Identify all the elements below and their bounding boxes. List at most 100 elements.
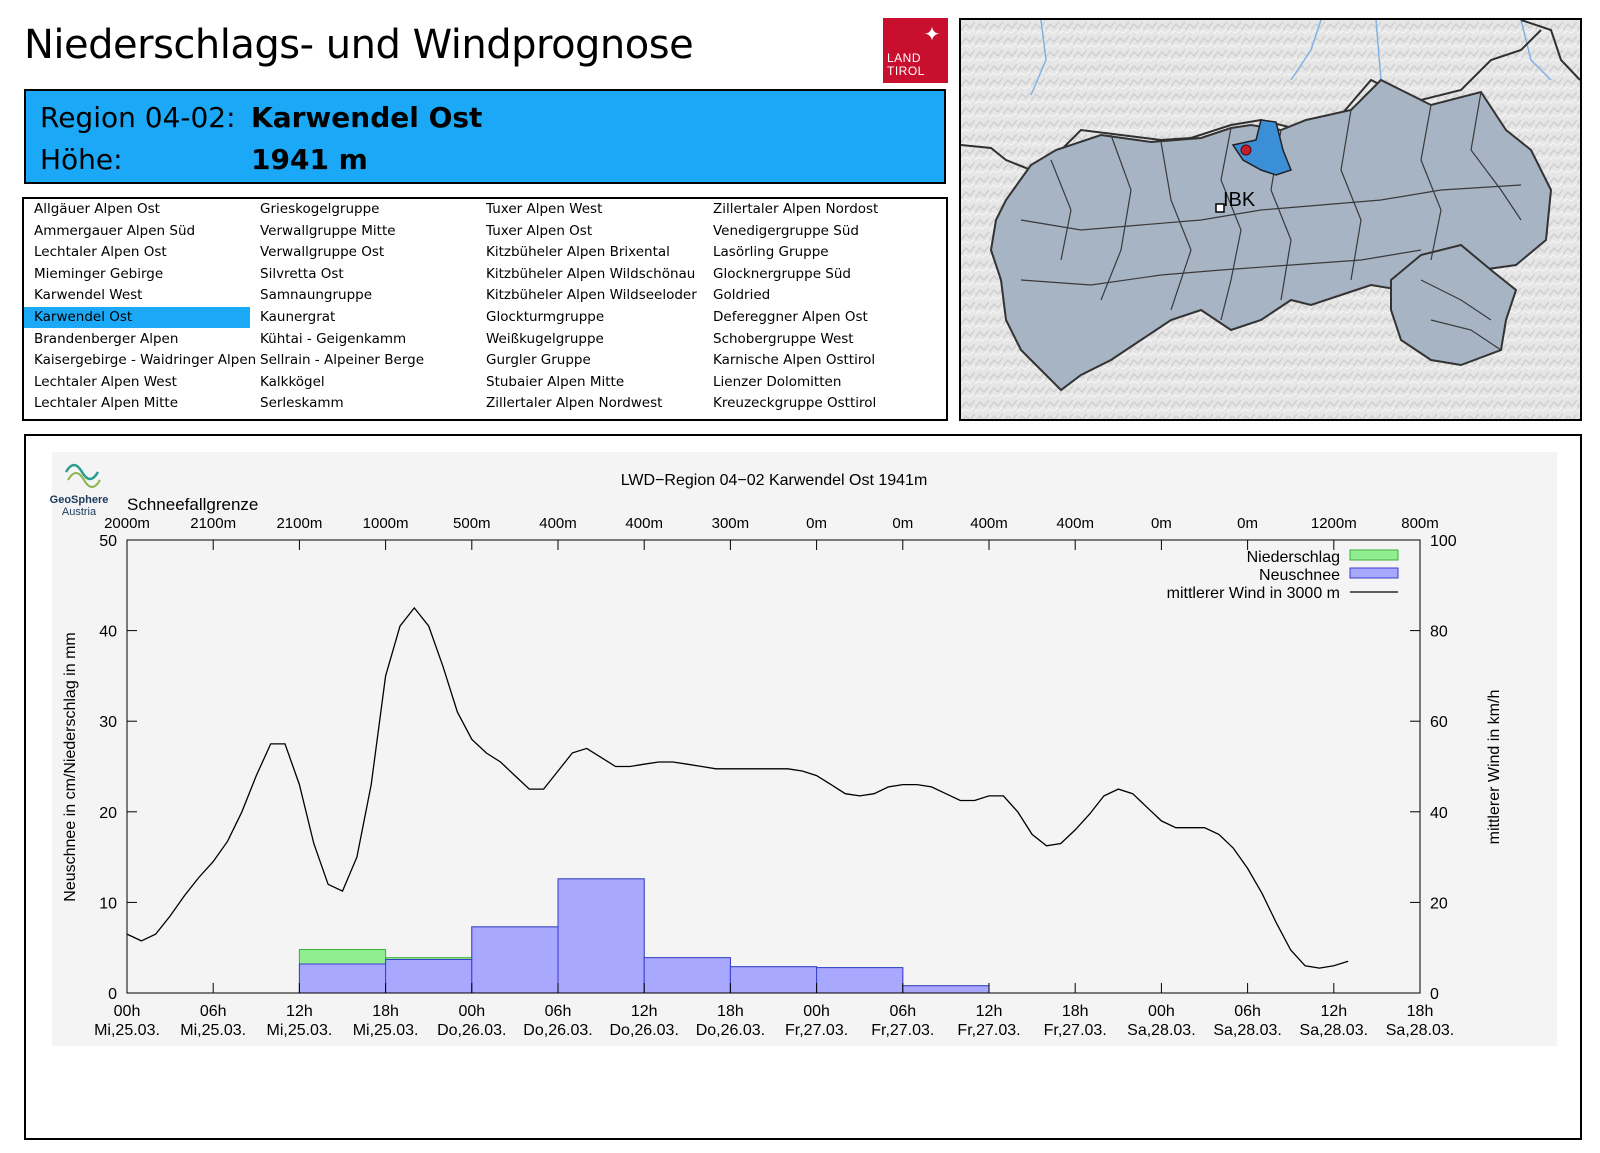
snowline-value: 0m <box>1151 515 1172 532</box>
region-list-item[interactable]: Serleskamm <box>260 395 344 412</box>
y-tick-label: 20 <box>99 805 117 822</box>
region-list-item[interactable]: Karwendel West <box>34 287 143 304</box>
region-borders <box>1020 91 1522 351</box>
x-tick-label-date: Fr,27.03. <box>871 1022 934 1039</box>
neuschnee-bar <box>902 985 990 994</box>
neuschnee-bar <box>816 967 904 994</box>
x-tick-label-time: 00h <box>114 1003 141 1020</box>
region-list-item[interactable]: Lechtaler Alpen Mitte <box>34 395 179 412</box>
region-list-item[interactable]: Sellrain - Alpeiner Berge <box>260 352 425 369</box>
region-list-item[interactable]: Zillertaler Alpen Nordost <box>713 201 879 217</box>
region-list-item[interactable]: Grieskogelgruppe <box>260 201 380 217</box>
snowline-value: 1200m <box>1311 515 1357 532</box>
y-tick-label: 50 <box>99 533 117 550</box>
y2-tick-label: 20 <box>1430 895 1448 912</box>
y-axis-ticks: 0 10 20 30 40 50 0 20 40 60 80 100 <box>99 533 1457 1003</box>
region-list-item[interactable]: Tuxer Alpen Ost <box>486 222 593 239</box>
region-list-item[interactable]: Kreuzeckgruppe Osttirol <box>713 395 877 412</box>
x-tick-label-date: Fr,27.03. <box>1044 1022 1107 1039</box>
region-list-item[interactable]: Kühtai - Geigenkamm <box>260 330 407 347</box>
region-list-item[interactable]: Verwallgruppe Mitte <box>260 222 396 239</box>
region-list-item[interactable]: Mieminger Gebirge <box>34 265 164 282</box>
x-tick-label-time: 00h <box>1148 1003 1175 1020</box>
neuschnee-bar <box>298 963 387 994</box>
x-tick-label-date: Sa,28.03. <box>1127 1022 1196 1039</box>
bar-series <box>298 878 990 994</box>
neuschnee-bar <box>729 966 818 994</box>
region-list-item[interactable]: Glocknergruppe Süd <box>713 265 851 282</box>
region-list-item[interactable]: Allgäuer Alpen Ost <box>34 201 160 217</box>
region-list-item[interactable]: Glockturmgruppe <box>486 309 605 325</box>
region-list-item[interactable]: Venedigergruppe Süd <box>713 222 859 239</box>
x-tick-label-date: Sa,28.03. <box>1300 1022 1369 1039</box>
snowline-value: 2000m <box>104 515 150 532</box>
x-tick-label-time: 00h <box>803 1003 830 1020</box>
region-list-item[interactable]: Lasörling Gruppe <box>713 244 829 261</box>
y-tick-label: 30 <box>99 714 117 731</box>
y-tick-label: 0 <box>108 986 117 1003</box>
region-list-item[interactable]: Kaunergrat <box>260 309 336 325</box>
region-list-item[interactable]: Karwendel Ost <box>24 307 250 328</box>
x-tick-label-date: Fr,27.03. <box>957 1022 1020 1039</box>
region-list-item[interactable]: Lienzer Dolomitten <box>713 373 842 390</box>
geosphere-logo: GeoSphere Austria <box>50 463 108 518</box>
legend-label-neuschnee: Neuschnee <box>1259 567 1340 584</box>
x-tick-label-time: 12h <box>631 1003 658 1020</box>
region-list-item[interactable]: Ammergauer Alpen Süd <box>34 222 196 239</box>
region-name: Karwendel Ost <box>251 101 483 134</box>
legend-label-wind: mittlerer Wind in 3000 m <box>1167 585 1340 602</box>
x-tick-label-time: 18h <box>1407 1003 1434 1020</box>
x-tick-label-time: 06h <box>1234 1003 1261 1020</box>
x-tick-label-time: 12h <box>1320 1003 1347 1020</box>
region-list-item[interactable]: Tuxer Alpen West <box>486 201 603 217</box>
region-list-item[interactable]: Goldried <box>713 287 771 304</box>
region-list-item[interactable]: Gurgler Gruppe <box>486 352 591 369</box>
region-list-item[interactable]: Lechtaler Alpen Ost <box>34 244 167 261</box>
x-tick-label-date: Sa,28.03. <box>1386 1022 1455 1039</box>
tirol-map-svg: IBK <box>961 20 1580 419</box>
region-list-item[interactable]: Karnische Alpen Osttirol <box>713 352 876 369</box>
x-tick-label-date: Do,26.03. <box>610 1022 679 1039</box>
innsbruck-marker <box>1215 203 1225 213</box>
chart-panel: GeoSphere Austria LWD−Region 04−02 Karwe… <box>24 434 1582 1140</box>
snowline-value: 1000m <box>363 515 409 532</box>
region-list-item[interactable]: Zillertaler Alpen Nordwest <box>486 395 663 412</box>
y2-axis-label: mittlerer Wind in km/h <box>1486 690 1503 845</box>
y2-tick-label: 100 <box>1430 533 1457 550</box>
region-list-item[interactable]: Kitzbüheler Alpen Wildschönau <box>486 265 696 282</box>
snowline-value: 800m <box>1401 515 1439 532</box>
y2-tick-label: 60 <box>1430 714 1448 731</box>
region-list-item[interactable]: Verwallgruppe Ost <box>260 244 385 261</box>
region-list-item[interactable]: Lechtaler Alpen West <box>34 373 177 390</box>
region-list-item[interactable]: Kitzbüheler Alpen Wildseeloder <box>486 287 697 304</box>
plot-frame <box>126 539 1421 994</box>
snowline-value: 400m <box>1056 515 1094 532</box>
x-tick-label-time: 18h <box>372 1003 399 1020</box>
x-axis-ticks: 00h Mi,25.03. 06h Mi,25.03. 12h Mi,25.03. 18h M… <box>94 540 1454 1039</box>
geosphere-icon-wave <box>67 472 101 488</box>
region-list-item[interactable]: Silvretta Ost <box>260 265 344 282</box>
region-list-item[interactable]: Samnaungruppe <box>260 287 373 304</box>
neuschnee-bar <box>385 958 473 994</box>
region-list-item[interactable]: Stubaier Alpen Mitte <box>486 373 625 390</box>
region-map[interactable]: IBK <box>959 18 1582 421</box>
region-list-item[interactable]: Kitzbüheler Alpen Brixental <box>486 244 670 261</box>
region-list-item[interactable]: Kaisergebirge - Waidringer Alpen <box>34 352 257 369</box>
x-tick-label-date: Mi,25.03. <box>266 1022 332 1039</box>
legend-label-niederschlag: Niederschlag <box>1247 549 1340 566</box>
region-list-item[interactable]: Defereggner Alpen Ost <box>713 309 868 325</box>
selected-region-karwendel-ost[interactable] <box>1231 119 1292 176</box>
region-list-item[interactable]: Brandenberger Alpen <box>34 330 179 347</box>
region-list-item[interactable]: Kalkkögel <box>260 373 325 390</box>
x-tick-label-date: Do,26.03. <box>696 1022 765 1039</box>
region-list-item[interactable]: Weißkugelgruppe <box>486 330 604 347</box>
snowline-value: 0m <box>806 515 827 532</box>
logo-text-land: LAND <box>887 51 922 65</box>
x-tick-label-time: 18h <box>717 1003 744 1020</box>
snowline-value: 300m <box>712 515 750 532</box>
region-label: Region 04-02: <box>40 101 236 134</box>
y-tick-label: 10 <box>99 895 117 912</box>
region-list-item[interactable]: Schobergruppe West <box>713 330 854 347</box>
x-tick-label-time: 06h <box>889 1003 916 1020</box>
x-tick-label-date: Sa,28.03. <box>1213 1022 1282 1039</box>
